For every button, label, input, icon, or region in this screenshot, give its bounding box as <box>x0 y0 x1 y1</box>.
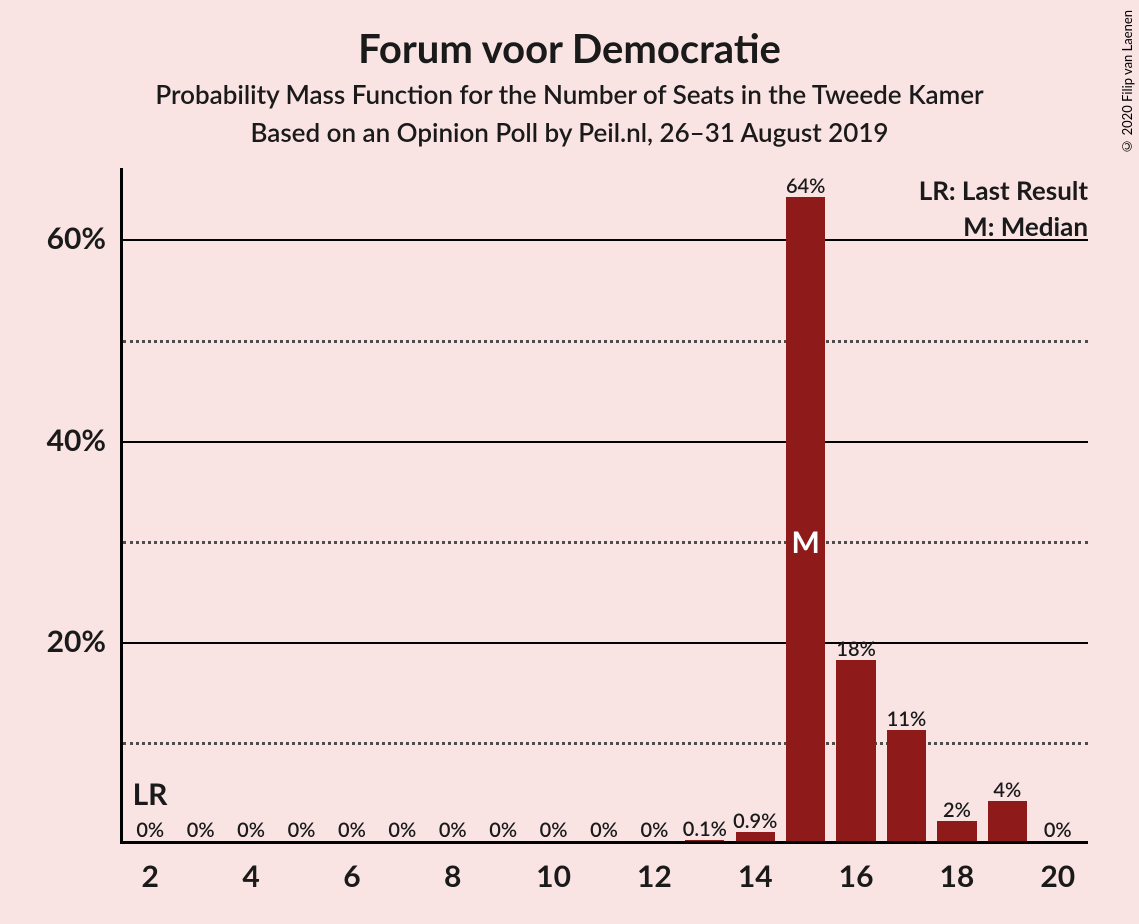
copyright-text: © 2020 Filip van Laenen <box>1119 10 1135 155</box>
bar-value-label: 0% <box>187 818 215 842</box>
plot-area <box>120 168 1088 844</box>
y-tick-label: 60% <box>47 220 106 256</box>
y-tick-label: 40% <box>47 422 106 458</box>
bar <box>786 197 825 841</box>
x-tick-label: 4 <box>242 858 259 894</box>
x-tick-label: 2 <box>142 858 159 894</box>
annotation-median: M <box>791 524 819 560</box>
legend-m: M: Median <box>963 210 1088 242</box>
x-tick-label: 18 <box>940 858 975 894</box>
bar-value-label: 2% <box>943 798 971 822</box>
bar <box>988 801 1027 841</box>
chart-title: Forum voor Democratie <box>0 24 1139 72</box>
bar-value-label: 0% <box>237 818 265 842</box>
gridline-minor <box>123 742 1088 745</box>
gridline-major <box>123 441 1088 443</box>
bar-value-label: 0% <box>338 818 366 842</box>
x-tick-label: 10 <box>536 858 571 894</box>
x-tick-label: 8 <box>444 858 461 894</box>
legend-lr: LR: Last Result <box>919 174 1088 206</box>
bar-value-label: 0% <box>439 818 467 842</box>
bar-value-label: 11% <box>887 707 926 731</box>
bar-value-label: 0% <box>590 818 618 842</box>
gridline-major <box>123 642 1088 644</box>
x-tick-label: 14 <box>738 858 773 894</box>
bar-value-label: 64% <box>786 174 825 198</box>
bar-value-label: 0% <box>1044 818 1072 842</box>
bar-value-label: 0% <box>489 818 517 842</box>
bar <box>736 832 775 841</box>
bar <box>836 660 875 841</box>
y-tick-label: 20% <box>47 623 106 659</box>
bar-value-label: 0.9% <box>733 809 777 833</box>
bar-value-label: 0% <box>388 818 416 842</box>
bar-value-label: 0% <box>640 818 668 842</box>
x-tick-label: 16 <box>839 858 874 894</box>
gridline-minor <box>123 340 1088 343</box>
bar-value-label: 18% <box>836 637 875 661</box>
x-tick-label: 6 <box>343 858 360 894</box>
chart-subtitle-1: Probability Mass Function for the Number… <box>0 78 1139 110</box>
bar-value-label: 0% <box>136 818 164 842</box>
bar-value-label: 0.1% <box>683 817 727 841</box>
bar-value-label: 0% <box>288 818 316 842</box>
x-tick-label: 12 <box>637 858 672 894</box>
gridline-minor <box>123 541 1088 544</box>
annotation-lr: LR <box>133 776 168 812</box>
bar <box>887 730 926 841</box>
bar-value-label: 0% <box>540 818 568 842</box>
chart-subtitle-2: Based on an Opinion Poll by Peil.nl, 26–… <box>0 116 1139 148</box>
gridline-major <box>123 239 1088 241</box>
x-tick-label: 20 <box>1040 858 1075 894</box>
bar <box>937 821 976 841</box>
bar-value-label: 4% <box>993 778 1021 802</box>
